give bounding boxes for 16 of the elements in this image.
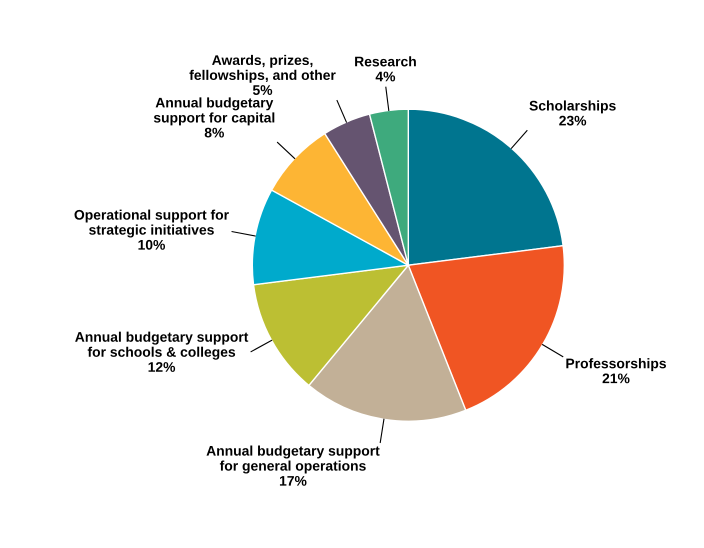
- slice-label: Scholarships: [529, 100, 616, 114]
- data-label: 17%: [280, 476, 306, 486]
- data-label: 23%: [559, 116, 586, 126]
- slice-label: Annual budgetary support for capital: [154, 97, 274, 126]
- slice-label: Operational support for strategic initiatives: [74, 210, 229, 238]
- slice-label: Professorships: [566, 358, 666, 372]
- slice-label: Annual budgetary support for general operations: [206, 446, 380, 474]
- data-label: 12%: [148, 362, 176, 372]
- data-label: 5%: [252, 85, 272, 95]
- data-label: 4%: [376, 72, 396, 82]
- data-label: 10%: [138, 240, 166, 250]
- data-label: 8%: [204, 128, 224, 138]
- data-label: 21%: [602, 373, 630, 384]
- slice-label: Research: [355, 56, 416, 66]
- slice-label: Annual budgetary support for schools & colleges: [75, 332, 248, 360]
- slice-label: Awards, prizes, fellowships, and other: [189, 54, 336, 83]
